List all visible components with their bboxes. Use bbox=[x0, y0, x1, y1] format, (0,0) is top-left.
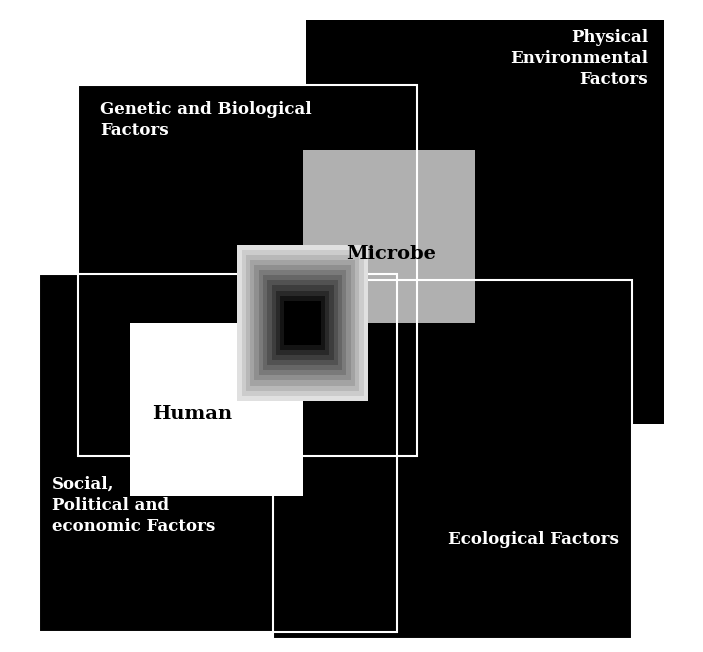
Bar bbox=[254, 265, 351, 381]
Bar bbox=[77, 85, 417, 456]
Bar bbox=[39, 274, 397, 632]
Bar bbox=[238, 244, 368, 401]
Bar bbox=[250, 260, 355, 385]
Bar bbox=[273, 280, 632, 639]
Bar bbox=[276, 291, 330, 355]
Bar bbox=[302, 150, 475, 323]
Bar bbox=[39, 274, 397, 632]
Bar bbox=[267, 280, 338, 365]
Bar bbox=[271, 286, 334, 360]
Text: Microbe: Microbe bbox=[346, 245, 436, 263]
Bar bbox=[306, 20, 664, 424]
Bar bbox=[273, 280, 632, 639]
Text: Social,
Political and
economic Factors: Social, Political and economic Factors bbox=[51, 476, 215, 535]
Bar bbox=[77, 85, 417, 456]
Bar bbox=[284, 301, 321, 345]
Bar bbox=[259, 270, 347, 376]
Text: Human: Human bbox=[152, 405, 232, 423]
Bar bbox=[246, 255, 359, 391]
Bar bbox=[280, 296, 325, 349]
Bar bbox=[130, 323, 302, 496]
Text: Genetic and Biological
Factors: Genetic and Biological Factors bbox=[101, 101, 312, 139]
Bar bbox=[242, 250, 363, 396]
Bar bbox=[263, 275, 342, 370]
Text: Ecological Factors: Ecological Factors bbox=[448, 531, 619, 548]
Text: Physical
Environmental
Factors: Physical Environmental Factors bbox=[510, 29, 648, 88]
